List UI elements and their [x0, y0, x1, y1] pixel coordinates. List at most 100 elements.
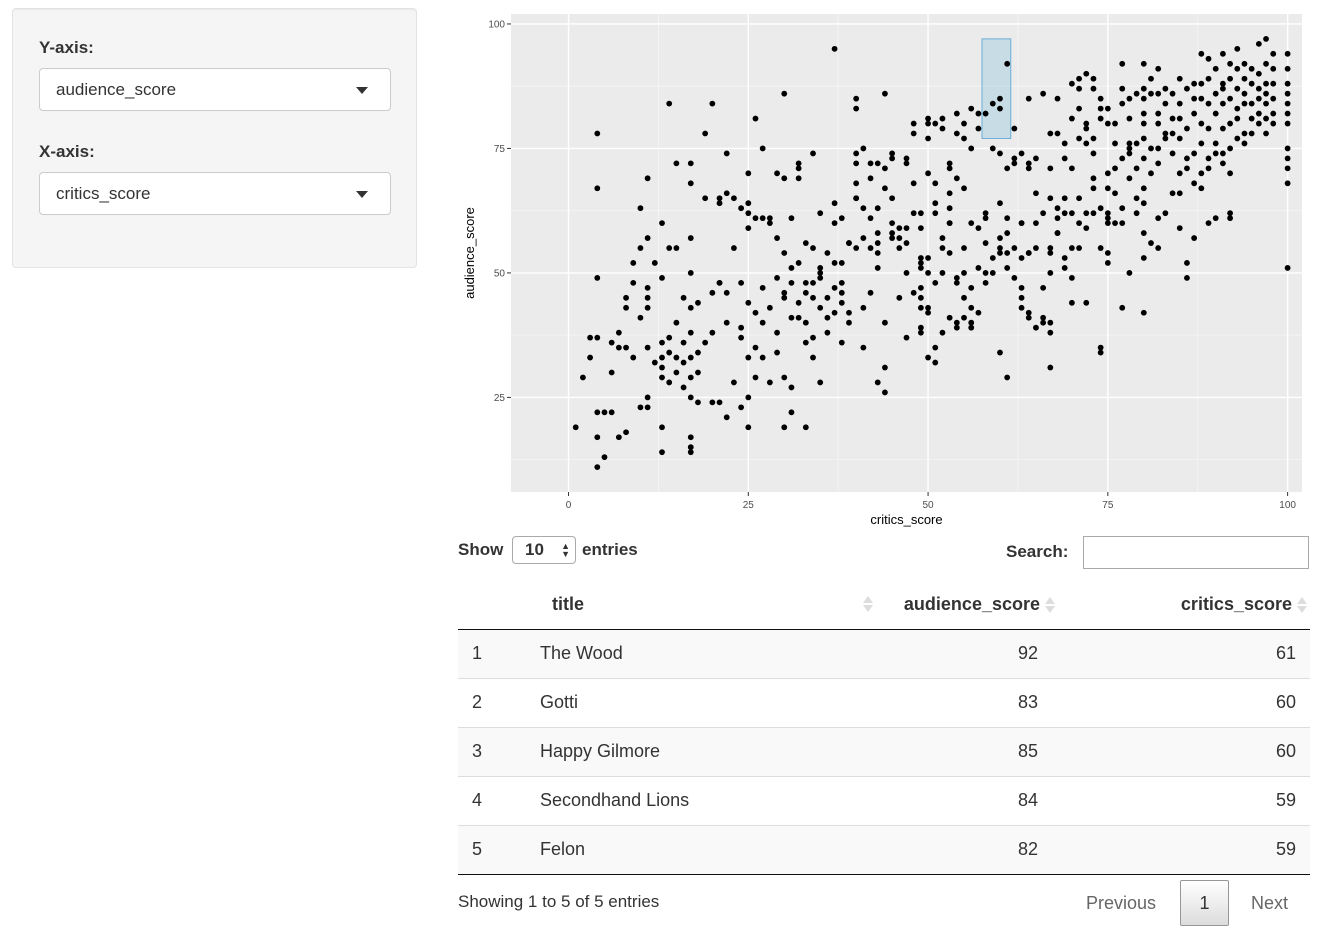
data-point [1018, 294, 1025, 301]
data-point [1104, 250, 1111, 256]
data-point [953, 130, 960, 137]
data-point [637, 404, 644, 411]
data-point [774, 274, 780, 281]
data-point [1270, 65, 1277, 72]
data-point [882, 389, 888, 396]
data-point [1241, 75, 1248, 82]
plot-panel[interactable] [511, 14, 1302, 492]
table-row[interactable]: 4 Secondhand Lions 84 59 [458, 775, 1310, 825]
data-point [781, 424, 788, 431]
data-point [1011, 274, 1018, 281]
data-point [1061, 140, 1068, 147]
data-point [752, 374, 759, 381]
data-point [1191, 80, 1198, 87]
data-point [1198, 170, 1205, 177]
search-input[interactable] [1083, 536, 1309, 569]
data-point [1090, 75, 1097, 82]
scatter-plot[interactable]: 0 25 50 75 100 25 50 75 100 critics_score audien… [458, 8, 1308, 528]
cell-index: 2 [458, 677, 540, 727]
header-title[interactable]: title [540, 580, 873, 630]
data-point [1076, 105, 1082, 112]
data-point [968, 220, 975, 227]
data-point [1104, 220, 1111, 227]
data-point [1033, 220, 1039, 227]
page-length-select[interactable]: 10 ▲ ▼ [512, 536, 576, 564]
data-point [1047, 165, 1054, 172]
data-point [1263, 130, 1269, 137]
data-point [731, 195, 737, 202]
y-axis-select[interactable]: audience_score [39, 68, 391, 111]
data-point [651, 260, 658, 266]
table-row[interactable]: 5 Felon 82 59 [458, 824, 1310, 875]
data-point [1068, 210, 1075, 217]
data-point [975, 225, 982, 232]
data-point [1198, 120, 1205, 127]
data-point [666, 334, 673, 341]
data-point [1097, 344, 1104, 351]
data-point [925, 270, 931, 276]
table-row[interactable]: 2 Gotti 83 60 [458, 677, 1310, 727]
data-point [1083, 299, 1090, 306]
data-point [910, 210, 917, 217]
data-point [982, 210, 989, 217]
table-row[interactable]: 3 Happy Gilmore 85 60 [458, 726, 1310, 776]
data-point [860, 145, 867, 152]
data-point [961, 314, 967, 321]
page-1-button[interactable]: 1 [1180, 880, 1229, 926]
data-point [989, 100, 996, 107]
x-axis-label: X-axis: [39, 142, 95, 161]
data-point [925, 255, 931, 261]
data-point [774, 170, 780, 177]
data-point [1076, 245, 1082, 251]
previous-page-button[interactable]: Previous [1086, 893, 1157, 913]
caret-down-icon [356, 191, 368, 198]
data-point [802, 240, 809, 246]
data-point [1176, 135, 1183, 142]
data-point [1033, 245, 1039, 251]
data-point [630, 354, 637, 361]
cell-title: Felon [540, 824, 790, 875]
data-point [925, 120, 931, 127]
data-point [838, 299, 845, 306]
data-point [666, 245, 673, 251]
table-row[interactable]: 1 The Wood 92 61 [458, 629, 1310, 678]
x-axis-select[interactable]: critics_score [39, 172, 391, 215]
data-point [1220, 150, 1226, 157]
data-point [889, 150, 896, 157]
y-tick-label: 100 [488, 19, 505, 30]
data-point [615, 434, 622, 441]
data-point [824, 329, 831, 336]
data-point [1284, 155, 1291, 162]
header-audience-score[interactable]: audience_score [790, 580, 1060, 630]
data-point [1176, 225, 1183, 232]
data-point [594, 464, 601, 471]
data-point [982, 279, 989, 286]
data-point [910, 120, 917, 127]
data-point [752, 215, 759, 222]
cell-audience-score: 83 [790, 677, 1060, 727]
header-critics-score[interactable]: critics_score [1060, 580, 1310, 630]
data-point [932, 359, 939, 366]
data-point [1162, 100, 1169, 107]
data-point [1047, 319, 1054, 326]
data-point [1119, 100, 1126, 107]
data-point [731, 379, 737, 386]
data-point [975, 265, 982, 271]
data-point [1284, 180, 1291, 187]
y-axis-select-value: audience_score [56, 80, 177, 99]
data-point [608, 369, 615, 376]
data-point [745, 354, 752, 361]
data-point [874, 379, 881, 386]
data-point [1284, 90, 1291, 97]
data-point [788, 279, 795, 286]
data-point [1140, 185, 1147, 192]
entries-label: entries [582, 540, 638, 559]
data-point [860, 304, 867, 311]
brush-selection[interactable] [981, 38, 1012, 139]
next-page-button[interactable]: Next [1251, 893, 1289, 913]
data-point [1155, 110, 1162, 117]
cell-index: 4 [458, 775, 540, 825]
data-point [968, 324, 975, 331]
data-point [1112, 190, 1118, 197]
data-point [1255, 95, 1262, 102]
